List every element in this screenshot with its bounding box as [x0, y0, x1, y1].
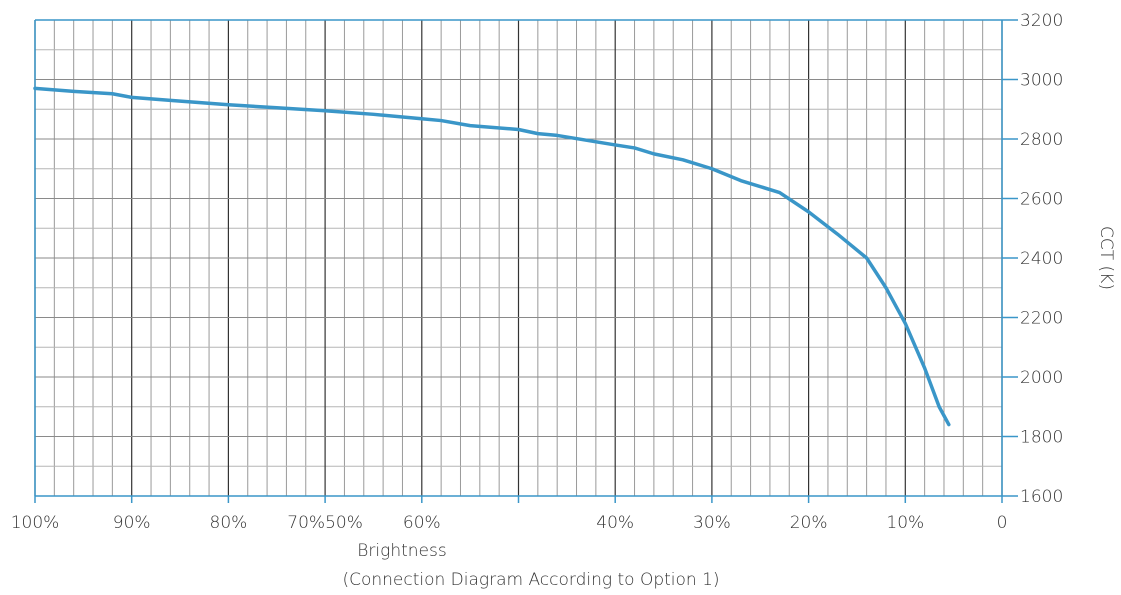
x-axis-label: Brightness [357, 541, 446, 561]
y-tick-label: 3200 [1020, 11, 1063, 31]
x-tick-label: 40% [596, 513, 634, 533]
y-tick-label: 2800 [1020, 130, 1063, 150]
y-tick-label: 2600 [1020, 190, 1063, 210]
x-tick-label: 90% [113, 513, 151, 533]
y-tick-label: 1800 [1020, 428, 1063, 448]
series-line [33, 86, 951, 427]
y-tick-label: 1600 [1020, 487, 1063, 507]
x-tick-label: 100% [11, 513, 60, 533]
x-tick-label: 10% [886, 513, 924, 533]
y-axis-label: CCT (K) [1096, 226, 1116, 290]
y-tick-labels: 1600 1800 2000 2200 2400 2600 2800 3000 3200 [1002, 11, 1063, 507]
x-tick-label: 70%50% [287, 513, 363, 533]
y-tick-label: 2200 [1020, 309, 1063, 329]
x-tick-label: 60% [403, 513, 441, 533]
x-tick-label: 0 [997, 513, 1008, 533]
x-tick-label: 80% [210, 513, 248, 533]
y-tick-label: 3000 [1020, 71, 1063, 91]
y-tick-label: 2400 [1020, 249, 1063, 269]
x-tick-label: 30% [693, 513, 731, 533]
series-layer [33, 86, 951, 427]
major-grid [34, 19, 1003, 497]
x-tick-label: 20% [790, 513, 828, 533]
y-tick-label: 2000 [1020, 368, 1063, 388]
x-tick-labels: 100% 90% 80% 70%50% 60% 40% 30% 20% 10% 0 [11, 496, 1008, 533]
x-axis-sublabel: (Connection Diagram According to Option … [342, 570, 719, 590]
